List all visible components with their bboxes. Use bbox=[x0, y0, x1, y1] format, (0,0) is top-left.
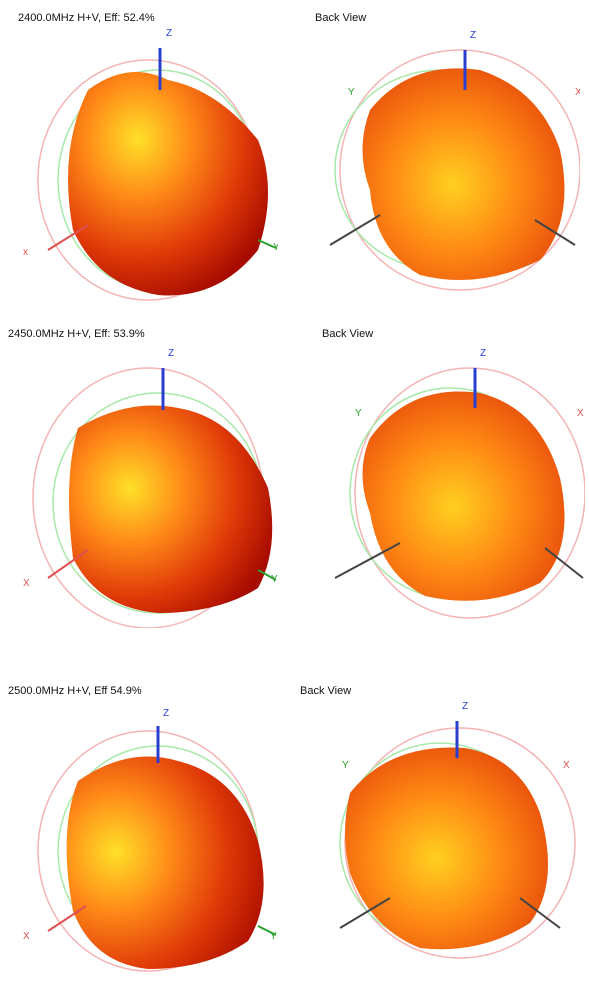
back-axis-line-left bbox=[339, 897, 391, 929]
radiation-pattern-surface bbox=[69, 405, 273, 613]
radiation-pattern-surface bbox=[66, 756, 264, 969]
z-axis-label: Z bbox=[163, 708, 169, 719]
caption-2450-front: 2450.0MHz H+V, Eff: 53.9% bbox=[8, 328, 145, 340]
y-axis-label: Y bbox=[271, 574, 278, 585]
z-axis-label: Z bbox=[166, 28, 172, 39]
pattern-2450-back: Z Y X bbox=[325, 338, 585, 628]
caption-2500-front: 2500.0MHz H+V, Eff 54.9% bbox=[8, 685, 142, 697]
y-axis-label: Y bbox=[355, 408, 362, 419]
y-axis-label: Y bbox=[348, 87, 355, 98]
y-axis-label: Y bbox=[270, 931, 277, 942]
pattern-2500-back: Z Y X bbox=[320, 693, 580, 967]
x-axis-line bbox=[47, 549, 89, 579]
caption-2450-back: Back View bbox=[322, 328, 374, 340]
x-axis-label: X bbox=[575, 87, 580, 98]
radiation-pattern-surface bbox=[362, 68, 565, 280]
pattern-2400-back: Z Y X bbox=[320, 20, 580, 310]
y-axis-label: Y bbox=[273, 242, 278, 253]
pattern-2400-front: Z x Y bbox=[18, 20, 278, 310]
back-axis-line-right bbox=[534, 219, 576, 246]
back-axis-line-left bbox=[334, 542, 401, 579]
pattern-2450-front: Z X Y bbox=[18, 338, 278, 628]
x-axis-line bbox=[47, 224, 89, 251]
y-axis-line bbox=[257, 239, 277, 249]
back-axis-line-left bbox=[329, 214, 381, 246]
z-axis-label: Z bbox=[168, 348, 174, 359]
z-axis-label: Z bbox=[480, 348, 486, 359]
y-axis-line bbox=[257, 569, 277, 581]
x-axis-label: x bbox=[23, 247, 28, 258]
back-axis-line-right bbox=[519, 897, 561, 929]
caption-2400-back: Back View bbox=[315, 12, 367, 24]
x-axis-line bbox=[47, 905, 87, 932]
radiation-pattern-surface bbox=[68, 72, 268, 296]
x-axis-label: X bbox=[23, 578, 30, 589]
radiation-pattern-surface bbox=[345, 747, 548, 950]
z-axis-label: Z bbox=[470, 30, 476, 41]
x-axis-label: X bbox=[563, 760, 570, 771]
caption-2400-front: 2400.0MHz H+V, Eff: 52.4% bbox=[18, 12, 155, 24]
x-axis-label: X bbox=[577, 408, 584, 419]
y-axis-line bbox=[257, 925, 277, 936]
x-axis-label: X bbox=[23, 931, 30, 942]
pattern-2500-front: Z X Y bbox=[18, 693, 278, 983]
caption-2500-back: Back View bbox=[300, 685, 352, 697]
radiation-pattern-surface bbox=[362, 391, 565, 601]
z-axis-label: Z bbox=[462, 701, 468, 712]
back-axis-line-right bbox=[544, 547, 584, 579]
y-axis-label: Y bbox=[342, 760, 349, 771]
